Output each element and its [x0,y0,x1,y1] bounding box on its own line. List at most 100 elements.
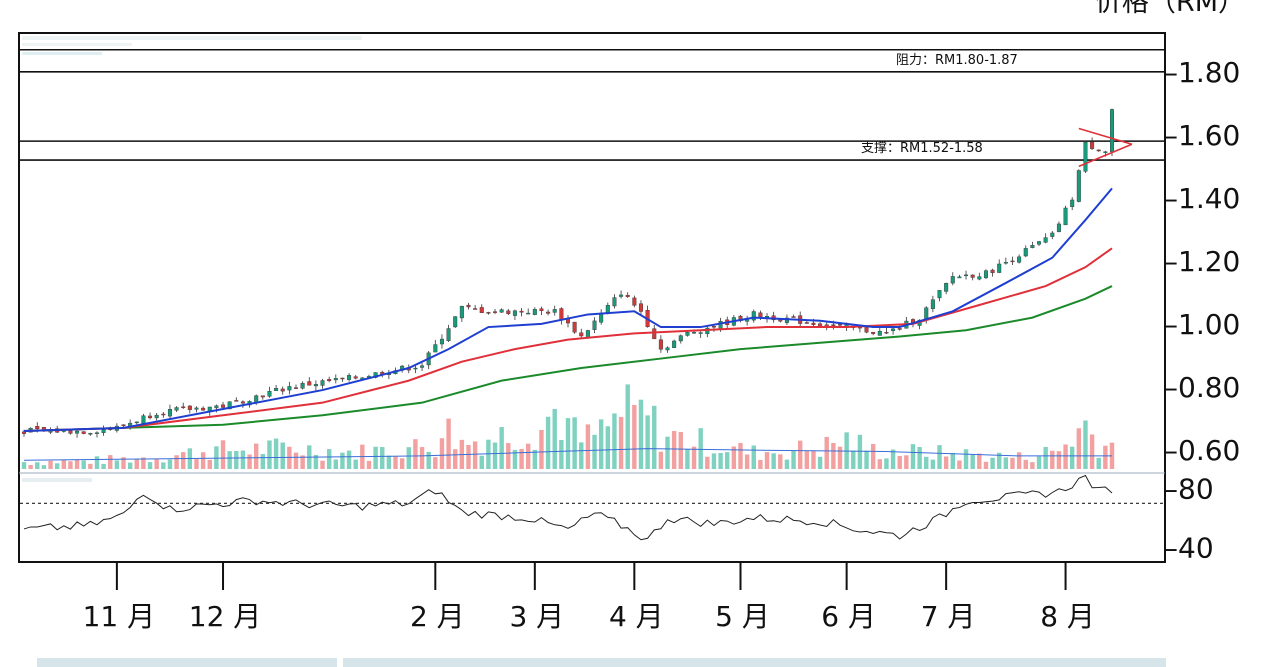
candle-body [1063,207,1068,226]
candle-body [473,308,478,310]
x-tick-label: 4 月 [609,600,664,633]
volume-bar [943,456,949,469]
volume-bar [870,444,876,469]
triangle-lower-line [1078,143,1133,168]
volume-bar [28,464,33,469]
candle-body [181,406,186,409]
volume-bar [1043,446,1048,469]
candle-body [22,431,27,434]
volume-bar [273,438,279,469]
volume-bar [1036,456,1042,469]
candle-body [1083,141,1088,172]
candle-body [433,344,438,353]
candle-body [174,407,179,411]
volume-bar [718,452,723,469]
volume-bar [698,428,703,469]
candle-body [831,324,836,326]
candle-body [1076,170,1081,202]
candle-body [512,310,517,316]
volume-bar [512,449,518,469]
candle-body [154,414,159,419]
x-tick-label: 5 月 [715,600,770,633]
chart-header [22,36,362,55]
volume-bar [141,457,146,469]
rsi-axis: –80 –40 [1164,473,1214,565]
volume-bar [453,449,458,469]
volume-bar [997,452,1002,469]
candle-body [1096,149,1101,152]
triangle-upper-line [1078,127,1133,146]
volume-bar [632,404,637,469]
volume-bar [618,416,624,469]
volume-bar [446,418,451,469]
volume-bar [346,450,352,469]
candle-body [751,311,756,321]
y-tick-label: –1.80 [1164,56,1240,89]
volume-bars [21,384,1115,469]
candle-body [579,332,584,337]
volume-bar [1069,446,1075,469]
volume-bar [605,426,611,469]
volume-bar [1030,462,1035,469]
volume-bar [333,459,339,469]
candle-body [194,407,199,410]
x-tick-label: 7 月 [921,600,976,633]
volume-bar [340,452,345,469]
volume-bar [234,450,239,469]
volume-bar [74,459,80,469]
volume-bar [293,452,299,469]
y-tick-label: –1.00 [1164,308,1240,341]
candle-body [493,311,498,313]
volume-bar [472,441,478,469]
month-axis: 11 月 12 月 2 月 3 月 4 月 5 月 6 月 7 月 8 月 [83,562,1095,633]
volume-bar [817,456,823,469]
candle-body [758,312,763,318]
candle-body [804,322,809,324]
candle-body [446,328,451,341]
candle-body [506,310,511,314]
volume-bar [585,424,591,469]
candle-body [327,379,332,382]
volume-bar [983,461,989,469]
candle-body [891,328,896,331]
volume-bar [227,451,232,469]
volume-bar [406,447,411,469]
volume-bar [386,455,392,469]
volume-bar [764,452,770,469]
volume-bar [287,446,292,469]
volume-bar [41,465,47,469]
candle-body [924,307,929,320]
volume-bar [48,460,53,469]
price-unit-label: 价格（RM） [1095,0,1245,18]
volume-bar [857,434,863,469]
volume-bar [492,442,498,469]
volume-bar [61,459,67,469]
candle-body [970,274,975,278]
candle-body [320,380,325,386]
volume-bar [851,450,856,469]
candle-body [499,309,504,313]
bottom-banner [37,658,1166,667]
support-label: 支撑：RM1.52-1.58 [861,141,983,156]
volume-bar [990,457,995,469]
candle-body [347,375,352,380]
moving-average-lines [23,187,1113,433]
volume-bar [68,461,73,469]
volume-bar [373,446,378,469]
candle-body [234,400,239,402]
x-tick-label: 11 月 [83,600,156,633]
volume-bar [924,456,929,469]
candle-body [619,294,624,297]
candle-body [884,332,889,334]
volume-bar [963,449,969,469]
candle-body [877,330,882,336]
candle-body [94,432,99,434]
volume-ma-line [23,448,1112,461]
volume-bar [114,460,120,469]
rsi-line [23,474,1113,541]
volume-bar [220,440,226,469]
candle-body [466,304,471,308]
candle-body [148,415,153,419]
volume-bar [731,446,737,469]
volume-bar [658,451,664,469]
